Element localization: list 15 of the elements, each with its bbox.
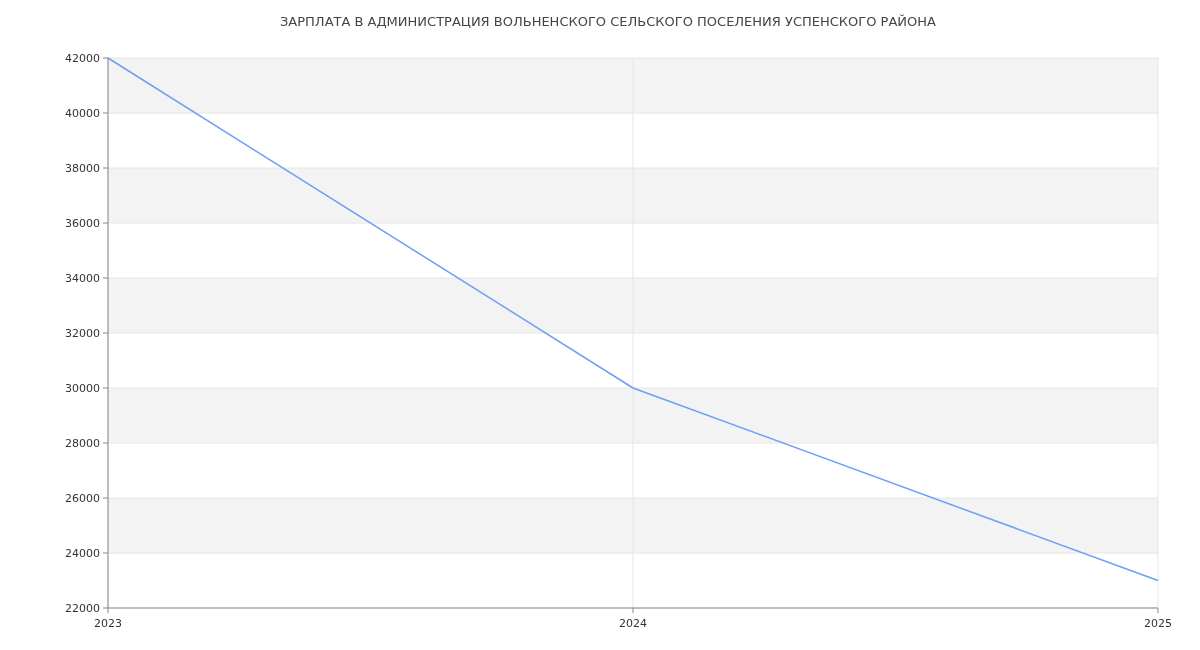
chart-title: ЗАРПЛАТА В АДМИНИСТРАЦИЯ ВОЛЬНЕНСКОГО СЕЛЬСКОГО ПОСЕЛЕНИЯ УСПЕНСКОГО РАЙОНА xyxy=(280,14,937,29)
x-tick-label: 2024 xyxy=(619,617,647,630)
y-tick-label: 24000 xyxy=(65,546,100,560)
y-tick-label: 34000 xyxy=(65,271,100,285)
y-tick-label: 36000 xyxy=(65,216,100,230)
y-tick-label: 32000 xyxy=(65,326,100,340)
y-tick-label: 26000 xyxy=(65,491,100,505)
y-tick-label: 38000 xyxy=(65,161,100,175)
y-tick-label: 30000 xyxy=(65,381,100,395)
y-tick-label: 42000 xyxy=(65,51,100,65)
x-tick-label: 2025 xyxy=(1144,617,1172,630)
y-tick-label: 28000 xyxy=(65,436,100,450)
x-tick-label: 2023 xyxy=(94,617,122,630)
y-tick-label: 22000 xyxy=(65,601,100,615)
y-tick-label: 40000 xyxy=(65,106,100,120)
